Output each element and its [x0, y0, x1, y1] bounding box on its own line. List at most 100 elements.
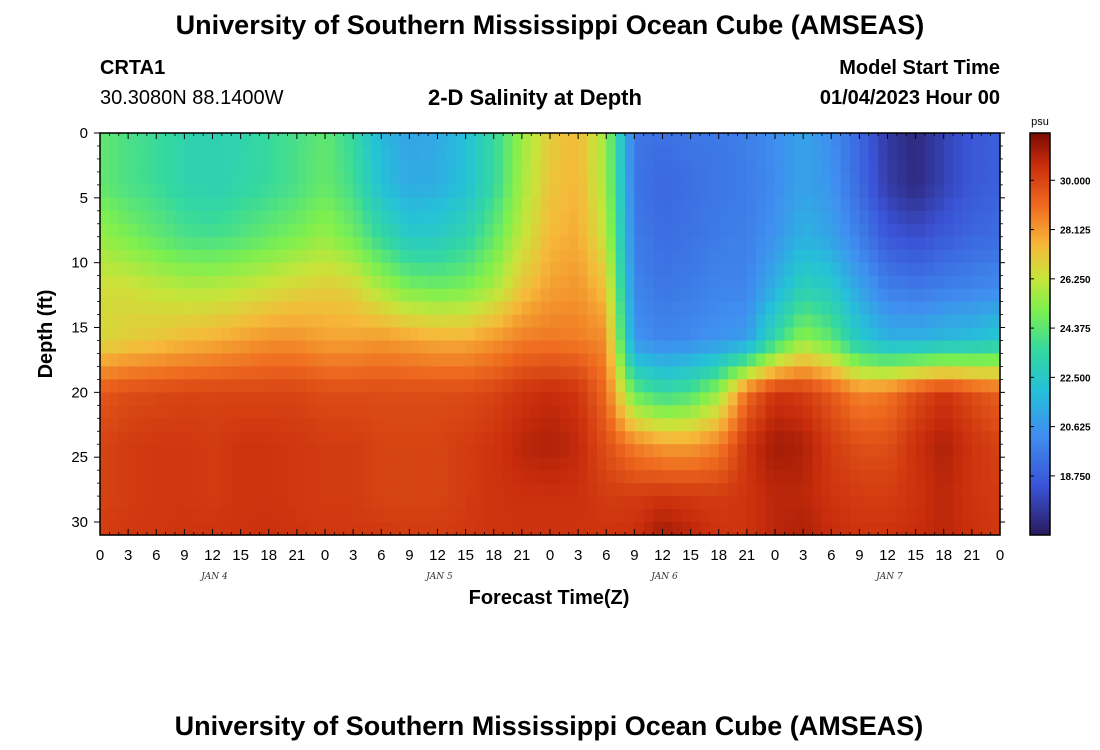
heatmap-cell	[887, 171, 898, 186]
heatmap-cell	[700, 275, 710, 290]
heatmap-cell	[568, 275, 579, 290]
heatmap-cell	[934, 444, 945, 458]
heatmap-cell	[465, 184, 476, 199]
heatmap-cell	[728, 509, 739, 523]
heatmap-cell	[165, 184, 176, 199]
heatmap-cell	[934, 301, 945, 316]
heatmap-cell	[925, 509, 935, 523]
heatmap-cell	[915, 184, 926, 199]
heatmap-cell	[353, 379, 364, 393]
heatmap-cell	[315, 171, 326, 186]
heatmap-cell	[306, 405, 317, 419]
heatmap-cell	[353, 210, 364, 225]
colorbar-ramp	[1029, 132, 1051, 536]
heatmap-cell	[803, 431, 814, 445]
heatmap-cell	[962, 301, 973, 316]
heatmap-cell	[728, 133, 739, 147]
heatmap-cell	[287, 392, 298, 406]
heatmap-cell	[915, 223, 926, 238]
heatmap-cell	[446, 327, 457, 342]
heatmap-cell	[484, 210, 495, 225]
heatmap-cell	[878, 418, 889, 432]
heatmap-cell	[540, 470, 551, 484]
heatmap-cell	[784, 236, 795, 251]
heatmap-cell	[953, 496, 964, 510]
heatmap-cell	[718, 431, 729, 445]
heatmap-cell	[156, 483, 167, 497]
heatmap-cell	[390, 236, 401, 251]
heatmap-cell	[531, 470, 542, 484]
heatmap-cell	[606, 133, 617, 147]
heatmap-cell	[775, 379, 785, 393]
heatmap-cell	[746, 392, 757, 406]
heatmap-cell	[756, 236, 767, 251]
heatmap-cell	[878, 470, 889, 484]
heatmap-cell	[700, 171, 710, 186]
heatmap-cell	[128, 340, 139, 355]
heatmap-cell	[728, 327, 739, 342]
heatmap-cell	[428, 392, 439, 406]
heatmap-cell	[353, 405, 364, 419]
heatmap-cell	[315, 275, 326, 290]
heatmap-cell	[287, 288, 298, 303]
model-start-label: Model Start Time	[839, 57, 1000, 79]
heatmap-cell	[484, 197, 495, 212]
heatmap-cell	[821, 275, 832, 290]
heatmap-cell	[437, 353, 448, 368]
heatmap-cell	[915, 171, 926, 186]
heatmap-cell	[606, 418, 617, 432]
heatmap-cell	[334, 457, 345, 471]
heatmap-cell	[615, 314, 626, 329]
heatmap-cell	[615, 262, 626, 277]
heatmap-cell	[840, 314, 851, 329]
heatmap-cell	[193, 301, 204, 316]
heatmap-cell	[250, 392, 260, 406]
heatmap-cell	[146, 366, 157, 380]
heatmap-cell	[353, 158, 364, 173]
heatmap-cell	[718, 210, 729, 225]
heatmap-cell	[990, 353, 1001, 368]
heatmap-cell	[606, 288, 617, 303]
heatmap-cell	[943, 327, 954, 342]
heatmap-cell	[231, 171, 242, 186]
heatmap-cell	[203, 431, 214, 445]
heatmap-cell	[437, 366, 448, 380]
heatmap-cell	[793, 353, 804, 368]
heatmap-cell	[100, 184, 110, 199]
heatmap-cell	[409, 327, 420, 342]
heatmap-cell	[812, 249, 823, 264]
heatmap-cell	[512, 223, 523, 238]
heatmap-cell	[971, 197, 982, 212]
heatmap-cell	[990, 340, 1001, 355]
heatmap-cell	[953, 431, 964, 445]
y-tick-label: 20	[71, 384, 88, 401]
heatmap-cell	[231, 444, 242, 458]
heatmap-cell	[765, 223, 776, 238]
heatmap-cell	[193, 158, 204, 173]
heatmap-cell	[550, 145, 560, 160]
heatmap-cell	[109, 133, 120, 147]
heatmap-cell	[690, 249, 701, 264]
heatmap-cell	[512, 379, 523, 393]
heatmap-cell	[100, 171, 110, 186]
heatmap-cell	[615, 133, 626, 147]
heatmap-cell	[550, 223, 560, 238]
heatmap-cell	[193, 483, 204, 497]
heatmap-cell	[109, 262, 120, 277]
heatmap-cell	[943, 223, 954, 238]
heatmap-cell	[278, 444, 289, 458]
heatmap-cell	[231, 133, 242, 147]
heatmap-cell	[484, 379, 495, 393]
heatmap-cell	[325, 249, 335, 264]
heatmap-cell	[981, 327, 992, 342]
heatmap-cell	[465, 327, 476, 342]
heatmap-cell	[700, 210, 710, 225]
heatmap-cell	[165, 236, 176, 251]
heatmap-cell	[250, 418, 260, 432]
heatmap-cell	[596, 340, 607, 355]
heatmap-cell	[681, 353, 692, 368]
heatmap-cell	[840, 522, 851, 536]
heatmap-cell	[165, 301, 176, 316]
heatmap-cell	[287, 353, 298, 368]
heatmap-cell	[315, 366, 326, 380]
